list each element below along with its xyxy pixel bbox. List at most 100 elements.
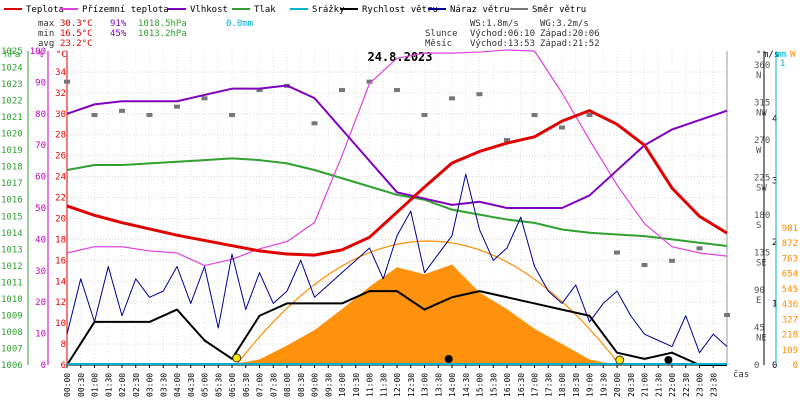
humidity-tick-label: 50 (35, 204, 46, 214)
wind-direction-mark (669, 258, 675, 263)
stat-avg-label: avg (38, 39, 54, 49)
x-tick-label: 15:30 (489, 373, 498, 397)
x-tick-label: 20:00 (613, 373, 622, 397)
x-tick-label: 15:00 (476, 373, 485, 397)
x-tick-label: 03:00 (146, 373, 155, 397)
temp-tick-label: 14 (55, 277, 66, 287)
stat-avg-temp: 23.2°C (60, 39, 93, 49)
wind-direction-mark (476, 92, 483, 97)
solar-tick-label: 981 (782, 224, 798, 234)
moonset-marker (664, 356, 673, 364)
stat-max-label: max (38, 19, 55, 29)
direction-tick-value: 225 (754, 174, 770, 184)
temp-tick-label: 22 (55, 194, 66, 204)
solar-tick-label: 0 (793, 361, 798, 371)
pressure-tick-label: 1012 (1, 262, 23, 272)
x-tick-label: 18:30 (572, 373, 581, 397)
direction-tick-label: SE (756, 259, 767, 269)
x-tick-label: 23:30 (709, 373, 718, 397)
wind-direction-mark (91, 113, 98, 117)
solar-unit: W (790, 50, 796, 60)
humidity-tick-label: 60 (35, 173, 46, 183)
temperature-line (66, 109, 728, 257)
pressure-tick-label: 1010 (1, 295, 23, 305)
direction-tick-label: SW (756, 184, 767, 194)
x-tick-label: 14:30 (462, 373, 471, 397)
stat-min-press: 1013.2hPa (138, 29, 187, 39)
pressure-unit: hPa (4, 50, 20, 60)
wind-direction-mark (421, 113, 428, 117)
pressure-tick-label: 1024 (1, 64, 23, 74)
legend-label: Přízemní teplota (82, 5, 169, 15)
solar-tick-label: 109 (782, 346, 798, 356)
wind-direction-mark (614, 250, 620, 255)
x-tick-label: 07:00 (256, 373, 265, 397)
wind-direction-mark (504, 138, 510, 142)
x-tick-label: 22:30 (682, 373, 691, 397)
solar-radiation-area (204, 264, 617, 365)
wind-wg: WG:3.2m/s (540, 19, 589, 29)
wind-direction-mark (641, 263, 648, 267)
sun-label: Slunce (425, 29, 458, 39)
pressure-line (66, 157, 728, 248)
x-tick-label: 17:00 (531, 373, 540, 397)
direction-tick-label: W (756, 146, 762, 156)
moonrise-marker (444, 355, 453, 363)
direction-tick-value: 270 (754, 136, 770, 146)
x-tick-label: 12:00 (393, 373, 402, 397)
wind-direction-mark (119, 108, 125, 113)
temp-unit: °C (56, 50, 67, 60)
legend: Teplota Přízemní teplota Vlhkost Tlak Srážky… (4, 5, 586, 15)
direction-tick-value: 45 (754, 324, 765, 334)
x-tick-label: 12:30 (407, 373, 416, 397)
axes: 3432302826242220181614121086102510241023… (1, 47, 798, 371)
x-tick-label: 16:00 (503, 373, 512, 397)
humidity-tick-label: 30 (35, 267, 46, 277)
solar-tick-label: 545 (782, 285, 798, 295)
humidity-tick-label: 80 (35, 110, 46, 120)
x-tick-label: 00:00 (63, 373, 72, 397)
stat-min-label: min (38, 29, 54, 39)
x-tick-label: 13:00 (421, 373, 430, 397)
chart-title: 24.8.2023 (367, 50, 432, 64)
temp-tick-label: 16 (55, 256, 66, 266)
pressure-tick-label: 1021 (1, 113, 23, 123)
x-tick-label: 02:30 (132, 373, 141, 397)
legend-label: Směr větru (532, 5, 586, 15)
x-tick-label: 05:30 (214, 373, 223, 397)
stat-max-hum: 91% (110, 19, 127, 29)
wind-unit: m/s (763, 50, 779, 60)
x-tick-label: 13:30 (434, 373, 443, 397)
humidity-unit: % (38, 50, 44, 60)
temp-tick-label: 18 (55, 235, 66, 245)
temp-tick-label: 28 (55, 131, 66, 141)
pressure-tick-label: 1011 (1, 278, 23, 288)
x-tick-label: 08:30 (297, 373, 306, 397)
moonset: Západ:21:52 (540, 39, 600, 49)
direction-tick-label: S (756, 221, 761, 231)
pressure-tick-label: 1017 (1, 179, 23, 189)
wind-direction-mark (146, 113, 153, 117)
x-tick-label: 21:00 (641, 373, 650, 397)
solar-tick-label: 436 (782, 300, 798, 310)
temp-tick-label: 24 (55, 173, 66, 183)
pressure-tick-label: 1013 (1, 245, 23, 255)
x-tick-label: 08:00 (283, 373, 292, 397)
wind-direction-mark (256, 88, 263, 92)
pressure-tick-label: 1015 (1, 212, 23, 222)
x-tick-label: 19:00 (586, 373, 595, 397)
x-tick-label: 03:30 (159, 373, 168, 397)
humidity-tick-label: 70 (35, 141, 46, 151)
x-tick-label: 11:30 (379, 373, 388, 397)
pressure-tick-label: 1014 (1, 229, 23, 239)
sunrise: Východ:06:10 (470, 29, 535, 39)
wind-direction-mark (339, 88, 345, 92)
solar-tick-label: 654 (782, 270, 798, 280)
x-tick-label: 21:30 (654, 373, 663, 397)
direction-tick-value: 180 (754, 211, 770, 221)
temp-tick-label: 34 (55, 68, 66, 78)
sunset: Západ:20:06 (540, 29, 600, 39)
legend-label: Teplota (26, 5, 64, 15)
temp-tick-label: 8 (61, 340, 66, 350)
